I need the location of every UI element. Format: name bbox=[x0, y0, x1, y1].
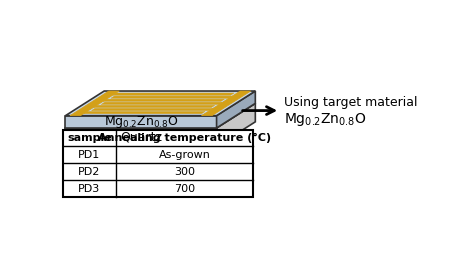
Polygon shape bbox=[113, 93, 234, 95]
Text: Quartz: Quartz bbox=[120, 131, 162, 144]
Polygon shape bbox=[101, 102, 223, 104]
Text: 700: 700 bbox=[174, 184, 195, 194]
Text: PD3: PD3 bbox=[78, 184, 100, 194]
Polygon shape bbox=[93, 105, 215, 108]
Polygon shape bbox=[84, 111, 205, 114]
Polygon shape bbox=[70, 91, 119, 116]
Polygon shape bbox=[217, 103, 255, 147]
Polygon shape bbox=[111, 96, 232, 98]
Text: 300: 300 bbox=[174, 167, 195, 177]
Polygon shape bbox=[65, 91, 255, 116]
Polygon shape bbox=[65, 128, 217, 147]
Polygon shape bbox=[103, 99, 224, 101]
Text: Mg$_{0.2}$Zn$_{0.8}$O: Mg$_{0.2}$Zn$_{0.8}$O bbox=[104, 114, 178, 130]
Text: sample: sample bbox=[67, 133, 112, 143]
Bar bbox=[63, 130, 253, 197]
Polygon shape bbox=[201, 91, 251, 116]
Text: Annealing temperature (°C): Annealing temperature (°C) bbox=[98, 133, 271, 143]
Text: PD1: PD1 bbox=[78, 150, 100, 160]
Text: As-grown: As-grown bbox=[158, 150, 210, 160]
Polygon shape bbox=[217, 91, 255, 128]
Polygon shape bbox=[91, 108, 213, 111]
Text: Using target material: Using target material bbox=[284, 96, 418, 109]
Text: PD2: PD2 bbox=[78, 167, 100, 177]
Text: Mg$_{0.2}$Zn$_{0.8}$O: Mg$_{0.2}$Zn$_{0.8}$O bbox=[284, 110, 366, 127]
Polygon shape bbox=[65, 103, 255, 128]
Polygon shape bbox=[65, 116, 217, 128]
